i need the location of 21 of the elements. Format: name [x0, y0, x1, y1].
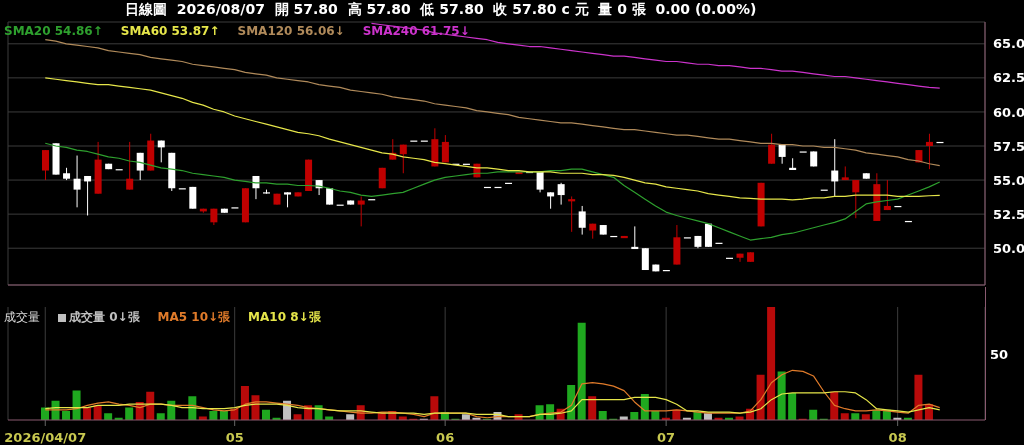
text: 50 [990, 347, 1009, 362]
y-tick-label: 50.0 [993, 240, 1024, 256]
text: SMA120 56.06↓ [237, 24, 345, 38]
y-tick-label: 65.0 [993, 36, 1024, 52]
y-tick-label: 52.5 [993, 206, 1024, 222]
x-tick-label: 08 [888, 430, 907, 445]
y-tick-label: 60.0 [993, 104, 1024, 120]
y-tick-label: 62.5 [993, 70, 1024, 86]
text: SMA20 54.86↑ [4, 24, 103, 38]
text: SMA60 53.87↑ [120, 24, 220, 38]
text: MA5 10↓張 [157, 309, 231, 326]
x-tick-label: 2026/04/07 [4, 430, 87, 445]
y-tick-label: 55.0 [993, 172, 1024, 188]
x-tick-label: 07 [657, 430, 676, 445]
y-tick-label: 57.5 [993, 138, 1024, 154]
legend-label: 成交量 0↓張 [68, 309, 140, 326]
chart-title: 日線圖 2026/08/07 開 57.80 高 57.80 低 57.80 收 57.80 c 元 量 0 張 0.00 (0.00%) [125, 1, 757, 19]
x-tick-label: 05 [225, 430, 244, 445]
x-tick-label: 06 [436, 430, 455, 445]
text: MA10 8↓張 [248, 309, 321, 326]
chart-title: 成交量 [4, 309, 40, 326]
